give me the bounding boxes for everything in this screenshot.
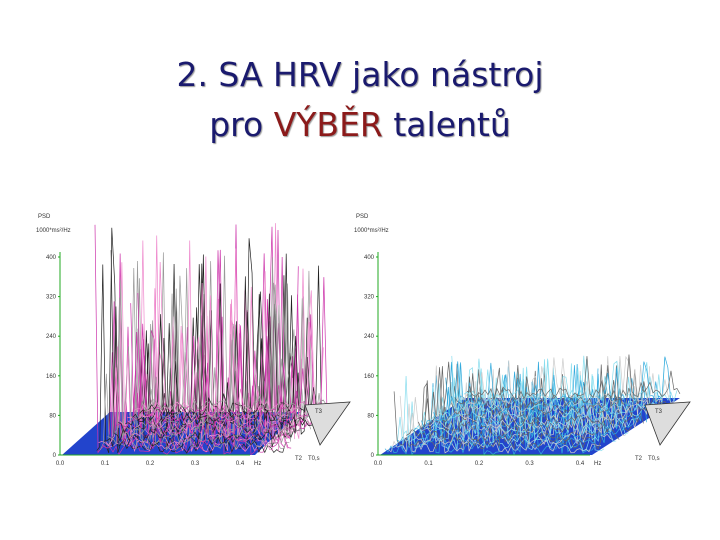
depth-label: T0,s: [308, 456, 320, 462]
spectrum-line: [132, 265, 322, 423]
y-tick-label: 160: [46, 374, 57, 380]
spectrum-line: [101, 253, 292, 450]
depth-label: T2: [295, 456, 303, 462]
title-line: pro VÝBĚR talentů: [0, 105, 720, 144]
y-unit: 1000*ms²/Hz: [36, 228, 71, 234]
spectrum-line: [128, 270, 318, 425]
spectrum-line: [399, 369, 614, 446]
spectrum-line: [466, 354, 681, 402]
spectrum-line: [411, 365, 626, 438]
spectrum-line: [121, 268, 312, 432]
spectrum-line: [130, 303, 320, 424]
x-unit: Hz: [254, 461, 261, 467]
x-tick-label: 0.2: [146, 461, 155, 467]
spectrum-line: [384, 368, 599, 456]
y-tick-label: 80: [367, 413, 374, 419]
spectrum-line: [112, 240, 303, 441]
depth-label: T3: [655, 409, 663, 415]
x-tick-label: 0.1: [424, 461, 433, 467]
title-word: pro: [209, 105, 264, 144]
x-unit: Hz: [594, 461, 601, 467]
spectrum-line: [134, 286, 324, 421]
depth-arrow: [304, 401, 351, 446]
spectrum-line: [463, 358, 678, 403]
title-highlight: VÝBĚR: [273, 105, 383, 144]
spectrum-line: [123, 294, 313, 431]
y-tick-label: 320: [364, 295, 375, 301]
spectrum-line: [387, 401, 602, 454]
x-tick-label: 0.3: [191, 461, 200, 467]
y-tick-label: 320: [46, 295, 57, 301]
x-tick-label: 0.0: [374, 461, 383, 467]
title-line: 2. SA HRV jako nástroj: [176, 55, 544, 94]
spectrum-line: [457, 356, 672, 407]
spectrum-line: [415, 361, 629, 435]
y-label: PSD: [38, 214, 51, 220]
spectrum-line: [141, 295, 331, 414]
x-tick-label: 0.1: [101, 461, 110, 467]
x-tick-label: 0.4: [576, 461, 585, 467]
y-tick-label: 240: [364, 334, 375, 340]
x-tick-label: 0.2: [475, 461, 484, 467]
y-tick-label: 80: [49, 413, 56, 419]
spectrum-line: [402, 367, 617, 444]
y-unit: 1000*ms²/Hz: [354, 228, 389, 234]
y-tick-label: 160: [364, 374, 375, 380]
title-word: talentů: [393, 105, 511, 144]
x-tick-label: 0.0: [56, 461, 65, 467]
y-label: PSD: [356, 214, 369, 220]
spectrum-line: [127, 261, 317, 427]
y-tick-label: 240: [46, 334, 57, 340]
depth-label: T2: [635, 456, 643, 462]
spectrum-line: [430, 367, 644, 426]
spectrum-line: [142, 284, 333, 413]
x-tick-label: 0.3: [525, 461, 534, 467]
y-tick-label: 400: [46, 255, 57, 261]
spectrum-line: [442, 361, 656, 417]
depth-label: T0,s: [648, 456, 660, 462]
spectrum-line: [100, 252, 290, 451]
spectrum-line: [137, 277, 328, 418]
y-tick-label: 0: [371, 453, 375, 459]
spectrum-line: [418, 365, 632, 434]
x-tick-label: 0.4: [236, 461, 245, 467]
spectrum-line: [119, 268, 310, 434]
spectrum-line: [433, 361, 647, 424]
depth-label: T3: [315, 409, 323, 415]
y-tick-label: 400: [364, 255, 375, 261]
y-tick-label: 0: [53, 453, 57, 459]
spectrum-line: [421, 361, 635, 432]
depth-arrow: [644, 401, 691, 446]
